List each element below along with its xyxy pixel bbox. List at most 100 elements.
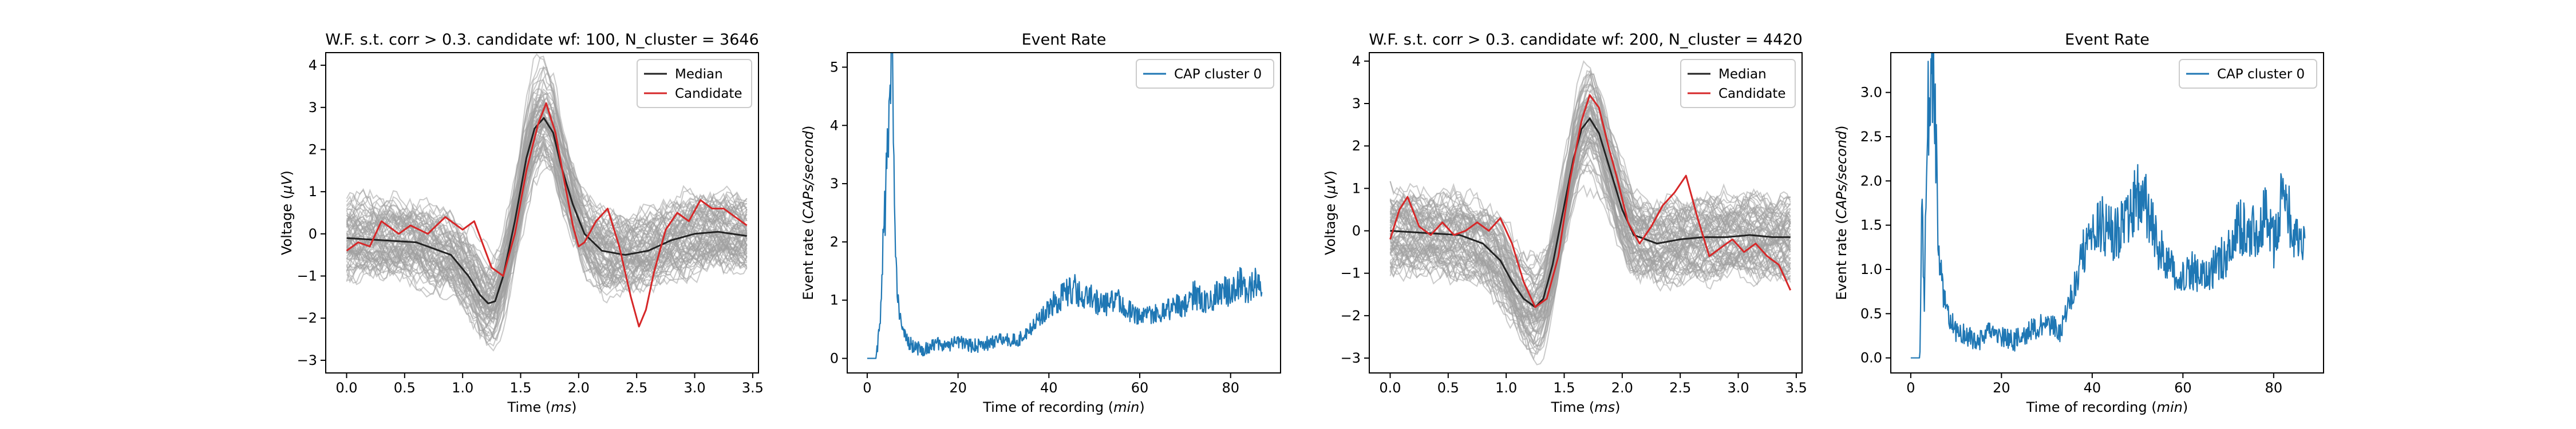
y-tick-label: 1: [830, 292, 839, 308]
x-axis-label: Time of recording (min): [982, 399, 1145, 415]
waveform-trace: [1389, 140, 1791, 348]
x-tick-label: 40: [1040, 380, 1058, 396]
waveform-trace: [346, 124, 747, 342]
plot-frame: [847, 52, 1281, 374]
x-tick-label: 2.0: [1611, 380, 1633, 396]
waveform-trace: [346, 97, 748, 333]
x-tick-label: 3.0: [683, 380, 705, 396]
x-tick-label: 3.5: [742, 380, 764, 396]
waveform-trace: [346, 146, 748, 327]
y-tick-label: −3: [297, 352, 317, 368]
legend-label: CAP cluster 0: [1174, 67, 1262, 82]
legend-box: [637, 59, 752, 108]
y-axis-label: Event rate (CAPs/second): [800, 125, 816, 300]
y-tick-label: 2.5: [1860, 129, 1882, 145]
background-waveforms: [346, 53, 748, 352]
y-tick-label: 3: [830, 176, 839, 192]
y-tick-label: 3: [1352, 96, 1361, 112]
legend: Median Candidate: [637, 59, 752, 108]
chart-title: Event Rate: [2065, 31, 2150, 49]
waveform-trace: [346, 97, 748, 325]
x-tick-label: 40: [2084, 380, 2101, 396]
plot-frame: [1369, 52, 1803, 374]
x-tick-label: 1.0: [452, 380, 473, 396]
x-tick-label: 1.5: [1553, 380, 1575, 396]
chart-title: W.F. s.t. corr > 0.3. candidate wf: 100,…: [325, 31, 759, 49]
plot-frame: [1890, 52, 2324, 374]
y-tick-label: 0.5: [1860, 305, 1882, 321]
x-axis-label: Time of recording (min): [2026, 399, 2188, 415]
y-tick-label: 1: [1352, 180, 1361, 196]
y-tick-label: 3: [309, 100, 317, 116]
chart-title: W.F. s.t. corr > 0.3. candidate wf: 200,…: [1369, 31, 1803, 49]
legend-label: Median: [1718, 67, 1767, 82]
legend: Median Candidate: [1680, 59, 1796, 108]
x-tick-label: 0.0: [1379, 380, 1401, 396]
waveform-trace: [1389, 109, 1791, 361]
y-tick-label: 0: [309, 226, 317, 242]
plot-area: [867, 53, 1263, 359]
x-tick-label: 0: [863, 380, 871, 396]
y-tick-label: −1: [1341, 265, 1361, 281]
waveform-trace: [1390, 111, 1791, 366]
waveform-trace: [346, 55, 748, 306]
y-tick-label: 1: [309, 184, 317, 200]
legend-box: [1680, 59, 1796, 108]
series-line-cap-cluster-0: [867, 53, 1263, 359]
x-tick-label: 80: [1222, 380, 1239, 396]
x-tick-label: 20: [949, 380, 967, 396]
x-tick-label: 0.0: [335, 380, 357, 396]
waveform-trace: [1389, 122, 1791, 302]
y-axis-label: Voltage (μV): [1322, 170, 1338, 255]
y-tick-label: 2: [309, 141, 317, 157]
y-tick-label: 2: [830, 234, 839, 250]
y-tick-label: 4: [309, 57, 317, 73]
y-tick-label: −3: [1341, 350, 1361, 366]
y-tick-label: −2: [1341, 308, 1361, 324]
waveform-trace: [346, 141, 748, 328]
chart-panel-3: 0.0 0.5 1.0 1.5 2.0 2.5 3.0 3.5 −3 −2 −1 0 1 2 3 4 W.F. …: [1322, 31, 1807, 415]
waveform-trace: [1389, 116, 1791, 297]
waveform-trace: [1389, 97, 1791, 299]
series-line-cap-cluster-0: [1910, 53, 2306, 359]
series-line-candidate: [346, 102, 748, 328]
x-tick-label: 2.5: [1669, 380, 1691, 396]
legend: CAP cluster 0: [2179, 59, 2317, 89]
plot-area: [1389, 60, 1792, 366]
x-tick-label: 2.0: [568, 380, 590, 396]
x-tick-label: 1.5: [509, 380, 531, 396]
x-tick-label: 0: [1906, 380, 1915, 396]
legend: CAP cluster 0: [1136, 59, 1274, 89]
x-axis-label: Time (ms): [507, 399, 577, 415]
y-tick-label: 0: [1352, 223, 1361, 239]
chart-panel-4: 0 20 40 60 80 0.0 0.5 1.0 1.5 2.0 2.5 3.0 Event Rate…: [1834, 31, 2324, 415]
x-axis-label: Time (ms): [1551, 399, 1621, 415]
x-tick-label: 60: [2174, 380, 2192, 396]
x-tick-label: 3.0: [1727, 380, 1749, 396]
legend-label: Candidate: [675, 86, 742, 101]
x-tick-label: 20: [1993, 380, 2010, 396]
y-tick-label: 1.0: [1860, 261, 1882, 277]
x-tick-label: 0.5: [1437, 380, 1459, 396]
waveform-trace: [1389, 169, 1791, 337]
legend-box: [1136, 59, 1274, 89]
y-tick-label: 4: [830, 117, 839, 133]
series-line-candidate: [1389, 94, 1792, 308]
x-tick-label: 0.5: [394, 380, 416, 396]
legend-label: Candidate: [1718, 86, 1786, 101]
x-tick-label: 1.0: [1495, 380, 1517, 396]
chart-panel-1: 0.0 0.5 1.0 1.5 2.0 2.5 3.0 3.5 −3 −2 −1 0 1 2 3 4 W.F. …: [279, 31, 764, 415]
x-tick-label: 60: [1131, 380, 1149, 396]
chart-panel-2: 0 20 40 60 80 0 1 2 3 4 5 Event Rate Time of recordi…: [800, 31, 1281, 415]
waveform-trace: [1389, 133, 1791, 326]
plot-area: [1910, 53, 2306, 359]
y-axis-label: Voltage (μV): [279, 170, 295, 255]
y-tick-label: 1.5: [1860, 217, 1882, 233]
legend-box: [2179, 59, 2317, 89]
plot-frame: [325, 52, 759, 374]
x-tick-label: 2.5: [626, 380, 647, 396]
x-tick-label: 80: [2265, 380, 2283, 396]
y-tick-label: 5: [830, 59, 839, 75]
y-tick-label: 0.0: [1860, 350, 1882, 366]
